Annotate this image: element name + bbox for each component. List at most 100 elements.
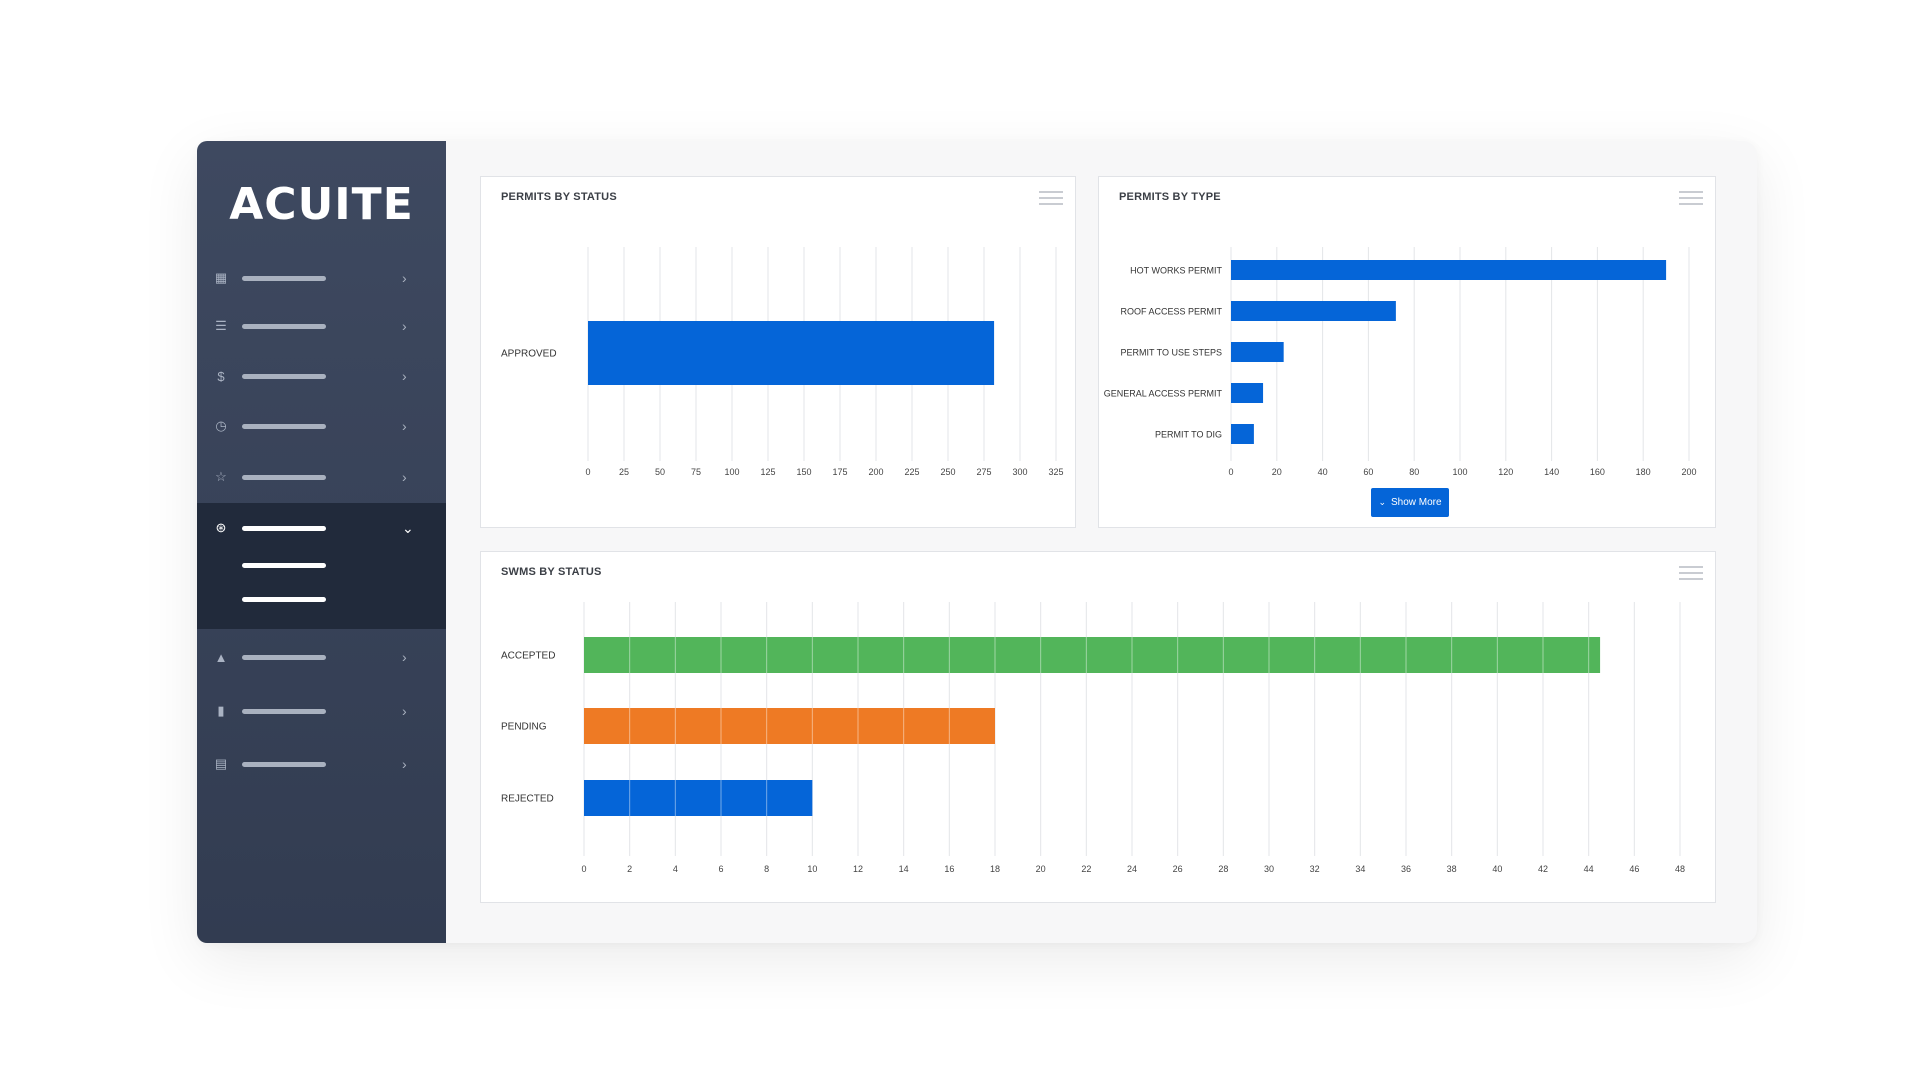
bar — [588, 321, 995, 385]
globe-icon: ⊛ — [215, 520, 227, 535]
category-label: PERMIT TO USE STEPS — [1120, 348, 1222, 358]
show-more-label: Show More — [1390, 497, 1442, 508]
tick-label: 250 — [940, 467, 955, 477]
bar — [1231, 424, 1254, 444]
sidebar-item-label — [242, 654, 326, 660]
sidebar-item[interactable]: ☆ › — [197, 459, 446, 495]
sidebar-subitem[interactable] — [242, 597, 326, 602]
tick-label: 175 — [832, 467, 847, 477]
category-label: PENDING — [501, 722, 547, 733]
bar — [584, 637, 1601, 673]
tick-label: 300 — [1012, 467, 1027, 477]
star-icon: ☆ — [215, 469, 227, 484]
tick-label: 100 — [724, 467, 739, 477]
tick-label: 8 — [764, 864, 769, 874]
chevron-right-icon: › — [402, 418, 407, 434]
tick-label: 150 — [796, 467, 811, 477]
category-label: APPROVED — [501, 349, 557, 360]
tick-label: 6 — [718, 864, 723, 874]
bar — [1231, 342, 1284, 362]
category-label: HOT WORKS PERMIT — [1130, 266, 1222, 276]
card-title: PERMITS BY TYPE — [1119, 191, 1221, 203]
sidebar-item[interactable]: ▲ › — [197, 639, 446, 675]
tick-label: 30 — [1264, 864, 1274, 874]
chevron-right-icon: › — [402, 756, 407, 772]
sidebar-item[interactable]: ▦ › — [197, 260, 446, 296]
chevron-right-icon: › — [402, 703, 407, 719]
tick-label: 38 — [1447, 864, 1457, 874]
chevron-right-icon: › — [402, 270, 407, 286]
swms-by-status-card: SWMS BY STATUS 0 2 4 6 8 10 12 14 16 18 20 22 24 26 28… — [480, 551, 1716, 903]
tick-label: 225 — [904, 467, 919, 477]
bar — [1231, 301, 1396, 321]
category-label: ROOF ACCESS PERMIT — [1120, 307, 1222, 317]
sidebar-item[interactable]: ☰ › — [197, 308, 446, 344]
sidebar-item[interactable]: ▮ › — [197, 693, 446, 729]
tick-label: 24 — [1127, 864, 1137, 874]
tick-label: 44 — [1584, 864, 1594, 874]
sidebar-subitem[interactable] — [242, 563, 326, 568]
tick-label: 14 — [899, 864, 909, 874]
sidebar-item[interactable]: ▤ › — [197, 746, 446, 782]
file-icon: ▮ — [217, 703, 225, 718]
category-label: PERMIT TO DIG — [1155, 430, 1222, 440]
category-label: GENERAL ACCESS PERMIT — [1104, 389, 1223, 399]
tick-label: 50 — [655, 467, 665, 477]
sidebar-item-label — [242, 761, 326, 767]
chevron-right-icon: › — [402, 649, 407, 665]
menu-icon[interactable] — [1679, 564, 1703, 584]
sidebar-item-label — [242, 474, 326, 480]
category-label: REJECTED — [501, 794, 554, 805]
tick-label: 4 — [673, 864, 678, 874]
tick-label: 36 — [1401, 864, 1411, 874]
tick-label: 28 — [1218, 864, 1228, 874]
tick-label: 200 — [868, 467, 883, 477]
sidebar-item[interactable]: ◷ › — [197, 408, 446, 444]
chevron-right-icon: › — [402, 318, 407, 334]
tick-label: 40 — [1318, 467, 1328, 477]
tick-label: 60 — [1363, 467, 1373, 477]
tick-label: 0 — [1228, 467, 1233, 477]
logo-text: ACUITE — [229, 178, 414, 230]
tick-label: 0 — [585, 467, 590, 477]
list-icon: ☰ — [215, 318, 227, 333]
show-more-button[interactable]: ⌄ Show More — [1371, 488, 1449, 517]
tick-label: 120 — [1498, 467, 1513, 477]
bar — [584, 708, 995, 744]
logo: ACUITE — [197, 141, 446, 251]
chevron-right-icon: › — [402, 469, 407, 485]
tick-label: 140 — [1544, 467, 1559, 477]
tick-label: 25 — [619, 467, 629, 477]
tick-label: 100 — [1452, 467, 1467, 477]
dollar-icon: $ — [217, 368, 225, 384]
tick-label: 200 — [1681, 467, 1696, 477]
sidebar-item[interactable]: ⊛ ⌄ — [197, 510, 446, 546]
tick-label: 20 — [1272, 467, 1282, 477]
menu-icon[interactable] — [1679, 189, 1703, 209]
tick-label: 42 — [1538, 864, 1548, 874]
tick-label: 80 — [1409, 467, 1419, 477]
tick-label: 22 — [1081, 864, 1091, 874]
tick-label: 125 — [760, 467, 775, 477]
tick-label: 46 — [1629, 864, 1639, 874]
chevron-right-icon: › — [402, 368, 407, 384]
bar — [1231, 260, 1667, 280]
permits-by-type-card: PERMITS BY TYPE 0 20 40 60 80 100 120 140 160 180… — [1098, 176, 1716, 528]
tick-label: 32 — [1310, 864, 1320, 874]
sidebar-item[interactable]: $ › — [197, 358, 446, 394]
permits-by-status-chart: 0 25 50 75 100 125 150 175 200 225 250 275 300 325 APP… — [501, 247, 1064, 477]
tick-label: 160 — [1590, 467, 1605, 477]
tick-label: 10 — [807, 864, 817, 874]
tick-label: 18 — [990, 864, 1000, 874]
swms-by-status-chart: 0 2 4 6 8 10 12 14 16 18 20 22 24 26 28 30 32 34 36 38 40 42 4… — [501, 602, 1685, 874]
tick-label: 180 — [1636, 467, 1651, 477]
menu-icon[interactable] — [1039, 189, 1063, 209]
tick-label: 12 — [853, 864, 863, 874]
dashboard-icon: ▦ — [214, 270, 228, 285]
tick-label: 34 — [1355, 864, 1365, 874]
sidebar-item-label — [242, 373, 326, 379]
sidebar: ACUITE ▦ › ☰ › $ › ◷ › ☆ › ⊛ ⌄ ▲ › ▮ › ▤ › — [197, 141, 446, 943]
tick-label: 75 — [691, 467, 701, 477]
card-title: SWMS BY STATUS — [501, 566, 602, 578]
bar — [584, 780, 813, 816]
